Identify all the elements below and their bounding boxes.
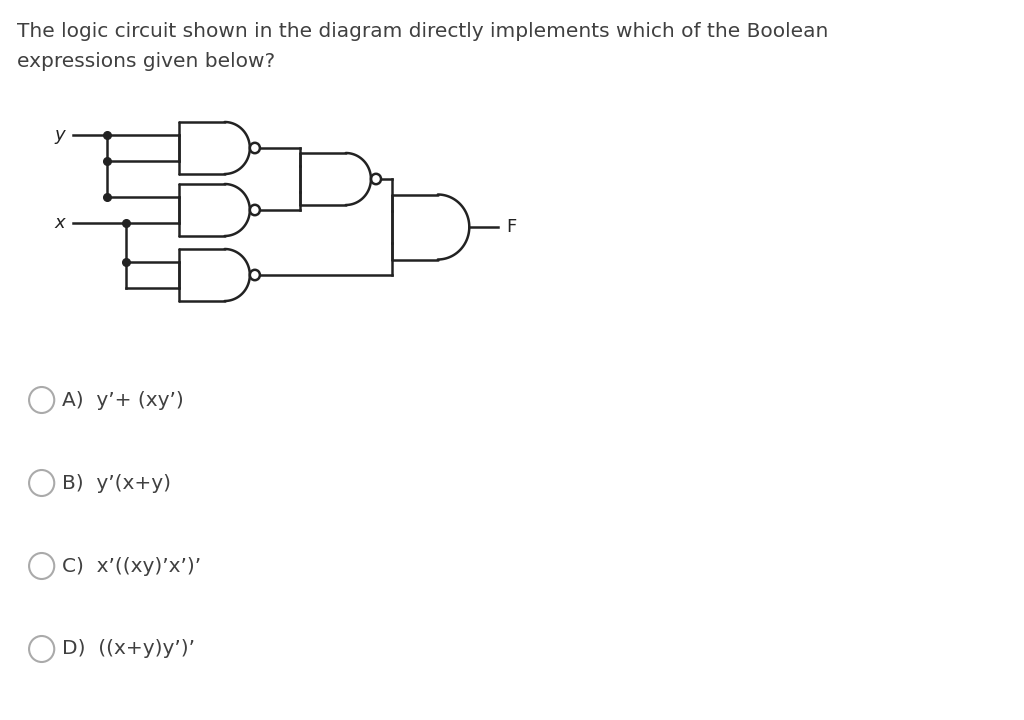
Text: C)  x’((xy)’x’)’: C) x’((xy)’x’)’ [62,557,201,575]
Text: A)  y’+ (xy’): A) y’+ (xy’) [62,390,183,410]
Text: The logic circuit shown in the diagram directly implements which of the Boolean: The logic circuit shown in the diagram d… [17,22,828,41]
Text: D)  ((x+y)y’)’: D) ((x+y)y’)’ [62,639,195,659]
Text: expressions given below?: expressions given below? [17,52,275,71]
Text: x: x [54,214,65,232]
Text: F: F [506,218,516,236]
Text: y: y [54,126,65,144]
Text: B)  y’(x+y): B) y’(x+y) [62,474,171,492]
